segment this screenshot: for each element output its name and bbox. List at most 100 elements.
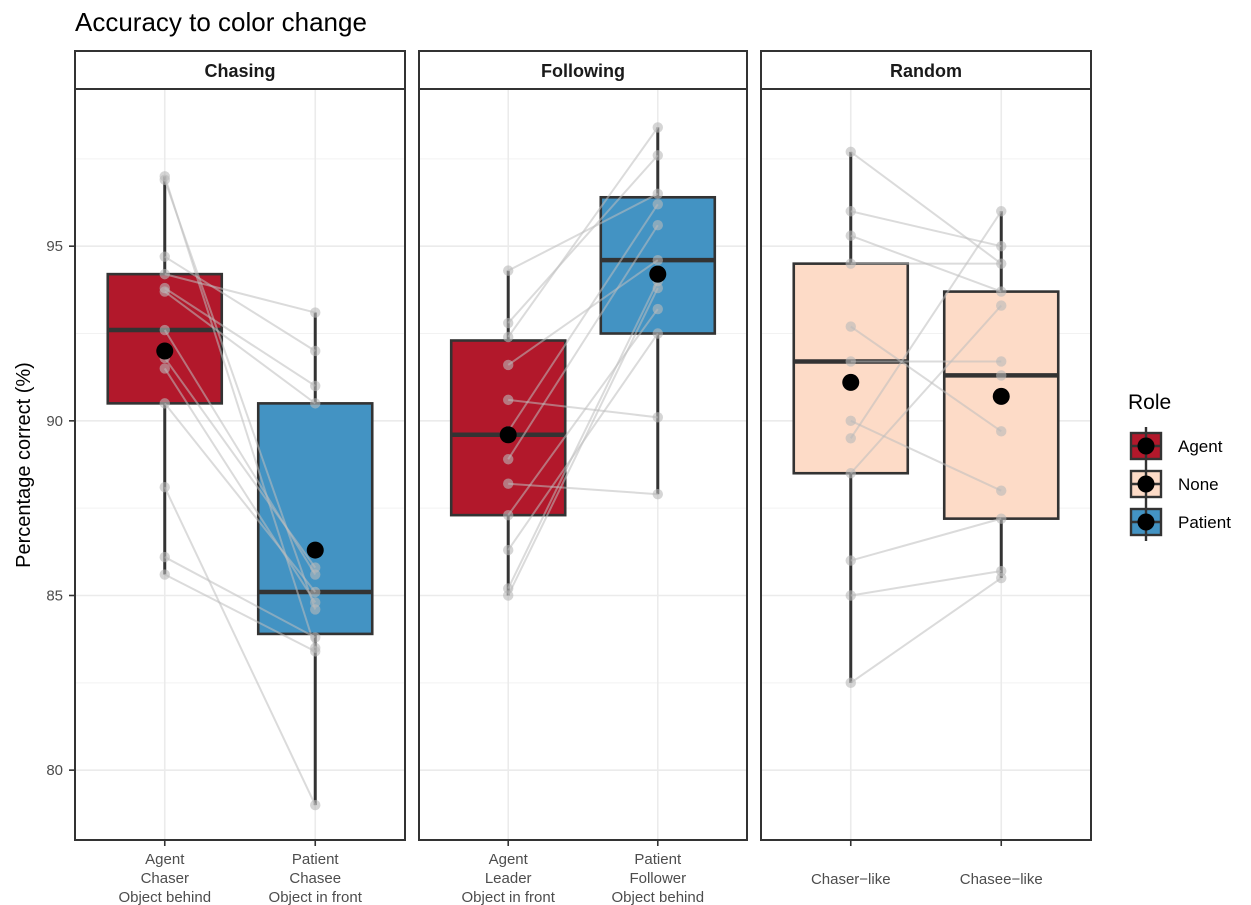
data-point bbox=[503, 360, 513, 370]
data-point bbox=[846, 258, 856, 268]
x-tick-label: Leader bbox=[485, 870, 532, 887]
data-point bbox=[846, 321, 856, 331]
data-point bbox=[653, 199, 663, 209]
data-point bbox=[503, 590, 513, 600]
mean-point bbox=[307, 542, 324, 559]
mean-point bbox=[649, 266, 666, 283]
data-point bbox=[846, 231, 856, 241]
mean-point bbox=[993, 388, 1010, 405]
data-point bbox=[846, 433, 856, 443]
data-point bbox=[996, 426, 1006, 436]
x-tick-label: Object in front bbox=[269, 889, 363, 905]
legend-item-agent: Agent bbox=[1131, 427, 1223, 465]
data-point bbox=[503, 510, 513, 520]
data-point bbox=[846, 147, 856, 157]
facet-panel-random: Random Chaser−like Chasee−like bbox=[761, 51, 1091, 888]
legend-item-none: None bbox=[1131, 465, 1219, 503]
data-point bbox=[996, 286, 1006, 296]
data-point bbox=[996, 573, 1006, 583]
data-point bbox=[846, 206, 856, 216]
data-point bbox=[310, 632, 320, 642]
data-point bbox=[653, 412, 663, 422]
data-point bbox=[846, 555, 856, 565]
y-axis-label: Percentage correct (%) bbox=[13, 362, 35, 568]
data-point bbox=[160, 363, 170, 373]
x-tick-label: Object behind bbox=[118, 889, 211, 905]
data-point bbox=[996, 370, 1006, 380]
mean-point bbox=[156, 342, 173, 359]
data-point bbox=[160, 269, 170, 279]
mean-point bbox=[842, 374, 859, 391]
data-point bbox=[503, 332, 513, 342]
y-tick-label: 85 bbox=[46, 587, 63, 604]
legend-key-mean bbox=[1138, 514, 1155, 531]
data-point bbox=[653, 255, 663, 265]
data-point bbox=[653, 220, 663, 230]
x-tick-label: Chasee bbox=[289, 870, 341, 887]
data-point bbox=[846, 356, 856, 366]
y-tick-label: 95 bbox=[46, 238, 63, 255]
data-point bbox=[996, 241, 1006, 251]
data-point bbox=[310, 398, 320, 408]
strip-label: Chasing bbox=[204, 61, 275, 81]
data-point bbox=[310, 381, 320, 391]
data-point bbox=[996, 258, 1006, 268]
data-point bbox=[653, 150, 663, 160]
x-tick-label: Agent bbox=[145, 851, 185, 868]
strip-label: Following bbox=[541, 61, 625, 81]
data-point bbox=[310, 569, 320, 579]
data-point bbox=[160, 286, 170, 296]
data-point bbox=[310, 587, 320, 597]
data-point bbox=[846, 468, 856, 478]
legend-title: Role bbox=[1128, 391, 1171, 414]
data-point bbox=[160, 569, 170, 579]
x-tick-label: Chasee−like bbox=[960, 871, 1043, 888]
data-point bbox=[653, 283, 663, 293]
data-point bbox=[846, 416, 856, 426]
x-tick-label: Chaser−like bbox=[811, 871, 891, 888]
data-point bbox=[310, 604, 320, 614]
data-point bbox=[160, 251, 170, 261]
data-point bbox=[503, 395, 513, 405]
box-iqr bbox=[944, 292, 1058, 519]
legend-key-mean bbox=[1138, 438, 1155, 455]
chart-title: Accuracy to color change bbox=[75, 7, 367, 37]
strip-label: Random bbox=[890, 61, 962, 81]
data-point bbox=[653, 189, 663, 199]
mean-point bbox=[500, 426, 517, 443]
data-point bbox=[160, 398, 170, 408]
data-point bbox=[310, 646, 320, 656]
x-tick-label: Chaser bbox=[141, 870, 189, 887]
data-point bbox=[503, 479, 513, 489]
y-tick-label: 90 bbox=[46, 413, 63, 430]
facet-panel-following: Following Agent Leader Object in front Patie… bbox=[419, 51, 747, 905]
x-tick-label: Follower bbox=[629, 870, 686, 887]
facet-panels: Chasing Agent Chaser Object behind Patient Ch… bbox=[75, 51, 1091, 905]
data-point bbox=[503, 318, 513, 328]
data-point bbox=[503, 545, 513, 555]
data-point bbox=[653, 489, 663, 499]
x-tick-label: Agent bbox=[489, 851, 529, 868]
data-point bbox=[996, 356, 1006, 366]
facet-panel-chasing: Chasing Agent Chaser Object behind Patient Ch… bbox=[75, 51, 405, 905]
data-point bbox=[996, 206, 1006, 216]
data-point bbox=[653, 304, 663, 314]
data-point bbox=[310, 800, 320, 810]
x-tick-label: Object behind bbox=[611, 889, 704, 905]
y-axis: 80859095 bbox=[46, 238, 75, 779]
data-point bbox=[503, 454, 513, 464]
legend-key-mean bbox=[1138, 476, 1155, 493]
legend-label: None bbox=[1178, 475, 1219, 494]
data-point bbox=[653, 122, 663, 132]
legend-label: Agent bbox=[1178, 437, 1223, 456]
data-point bbox=[160, 175, 170, 185]
data-point bbox=[310, 346, 320, 356]
legend-item-patient: Patient bbox=[1131, 503, 1231, 541]
data-point bbox=[503, 265, 513, 275]
data-point bbox=[846, 590, 856, 600]
data-point bbox=[996, 513, 1006, 523]
x-tick-label: Patient bbox=[634, 851, 682, 868]
legend-label: Patient bbox=[1178, 513, 1231, 532]
data-point bbox=[160, 482, 170, 492]
